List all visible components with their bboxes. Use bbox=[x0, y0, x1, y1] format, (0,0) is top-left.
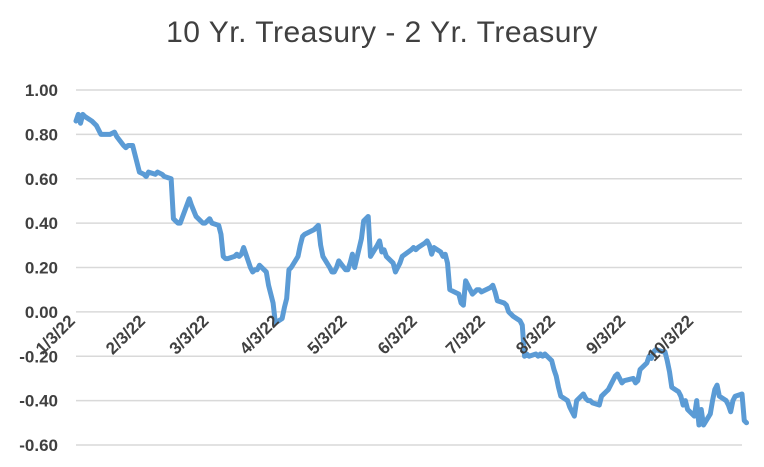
y-tick-label: -0.60 bbox=[19, 436, 58, 455]
y-tick-label: -0.40 bbox=[19, 392, 58, 411]
y-tick-label: 0.60 bbox=[25, 170, 58, 189]
x-tick-label: 9/3/22 bbox=[582, 311, 629, 358]
series-line bbox=[73, 111, 750, 428]
x-tick-label: 5/3/22 bbox=[304, 311, 351, 358]
x-tick-label: 6/3/22 bbox=[374, 311, 421, 358]
x-tick-label: 3/3/22 bbox=[166, 311, 213, 358]
y-tick-label: 1.00 bbox=[25, 81, 58, 100]
grid-layer bbox=[76, 89, 742, 446]
series-layer bbox=[73, 111, 750, 428]
y-axis-ticks: 1.00 0.80 0.60 0.40 0.20 0.00 -0.20 -0.40 -0.60 bbox=[19, 81, 58, 455]
x-tick-label: 7/3/22 bbox=[442, 311, 489, 358]
x-tick-label: 4/3/22 bbox=[236, 311, 283, 358]
y-tick-label: 0.00 bbox=[25, 303, 58, 322]
chart-title: 10 Yr. Treasury - 2 Yr. Treasury bbox=[166, 16, 598, 49]
y-tick-label: 0.40 bbox=[25, 214, 58, 233]
x-tick-label: 2/3/22 bbox=[102, 311, 149, 358]
y-tick-label: -0.20 bbox=[19, 347, 58, 366]
y-tick-label: 0.20 bbox=[25, 259, 58, 278]
y-tick-label: 0.80 bbox=[25, 125, 58, 144]
